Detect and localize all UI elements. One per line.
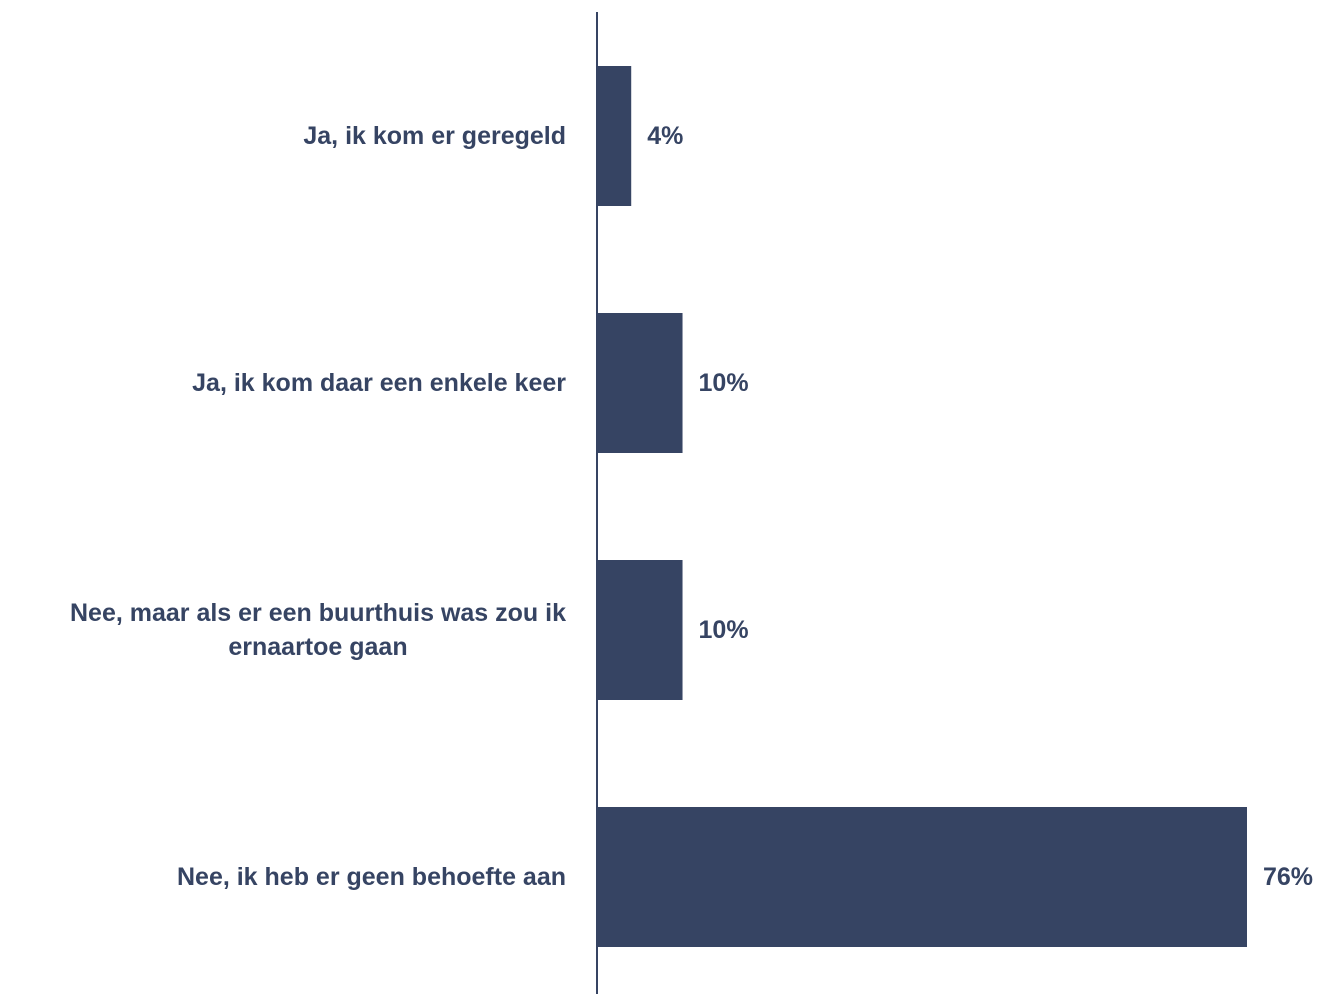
value-label-1: 10% (699, 369, 749, 397)
category-label-line: ernaartoe gaan (228, 633, 407, 661)
category-label-0: Ja, ik kom er geregeld (303, 122, 566, 150)
category-label-line: Nee, maar als er een buurthuis was zou i… (70, 599, 566, 627)
value-label-3: 76% (1263, 863, 1313, 891)
bar-2 (597, 560, 683, 700)
bar-1 (597, 313, 683, 453)
category-label-1: Ja, ik kom daar een enkele keer (192, 369, 566, 397)
bars-group (597, 66, 1247, 947)
category-label-line: Ja, ik kom daar een enkele keer (192, 369, 566, 397)
bar-0 (597, 66, 632, 206)
category-label-line: Ja, ik kom er geregeld (303, 122, 566, 150)
category-label-2: Nee, maar als er een buurthuis was zou i… (70, 599, 566, 661)
value-label-0: 4% (647, 122, 683, 150)
category-label-3: Nee, ik heb er geen behoefte aan (177, 863, 566, 891)
value-label-2: 10% (699, 616, 749, 644)
labels-group: 4% Ja, ik kom er geregeld 10% Ja, ik kom da… (70, 122, 1313, 891)
category-label-line: Nee, ik heb er geen behoefte aan (177, 863, 566, 891)
bar-3 (597, 807, 1247, 947)
